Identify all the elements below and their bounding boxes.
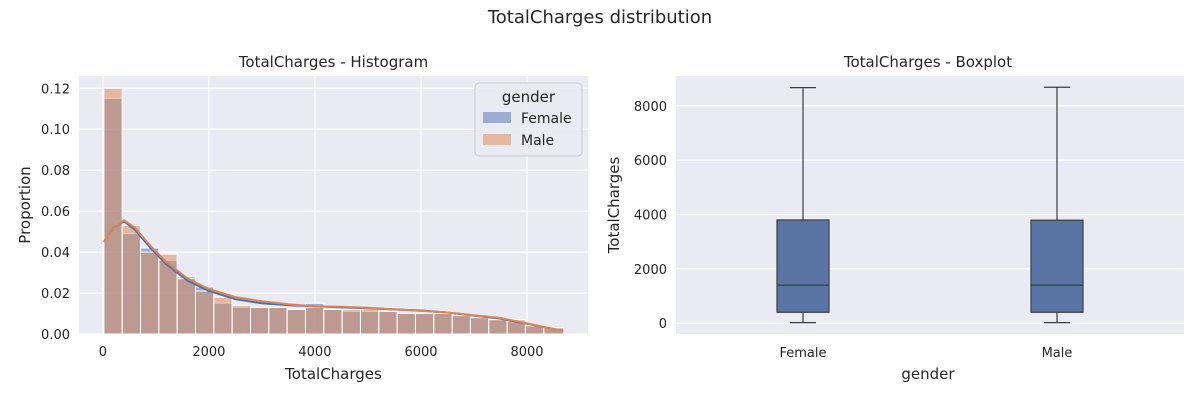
histogram-y-tick-label: 0.06 <box>41 205 70 220</box>
histogram-bar-male <box>213 296 233 335</box>
boxplot-y-ticks: 0 2000 4000 6000 8000 <box>634 100 667 332</box>
histogram-legend: gender Female Male <box>474 82 583 157</box>
histogram-bar-male <box>341 308 361 335</box>
histogram-panel: 0 2000 4000 6000 8000 0.000.020.040.060.080.… <box>16 53 588 383</box>
histogram-bar-male <box>286 308 306 335</box>
histogram-y-axis-label: Proportion <box>16 166 34 243</box>
boxplot-y-tick-label: 8000 <box>634 100 667 115</box>
boxplot-box-female <box>776 219 830 313</box>
histogram-bar-male <box>231 304 251 335</box>
boxplot-y-tick-label: 4000 <box>634 209 667 224</box>
boxplot-y-tick-label: 0 <box>659 317 667 332</box>
histogram-y-tick-label: 0.12 <box>41 82 70 97</box>
histogram-bar-male <box>378 310 398 335</box>
boxplot-y-tick-label: 2000 <box>634 263 667 278</box>
histogram-x-tick-label: 4000 <box>298 345 331 360</box>
histogram-y-tick-label: 0.08 <box>41 164 70 179</box>
histogram-bar-male <box>414 313 435 335</box>
histogram-x-tick-label: 0 <box>99 345 107 360</box>
histogram-bar-male <box>488 319 508 335</box>
histogram-bars <box>103 87 564 335</box>
legend-label-female: Female <box>521 111 572 127</box>
figure-title: TotalCharges distribution <box>487 7 712 28</box>
histogram-bar-male <box>396 313 416 335</box>
boxplot-panel: 0 2000 4000 6000 8000 Female Male TotalCharge… <box>605 53 1184 383</box>
histogram-title: TotalCharges - Histogram <box>238 53 428 71</box>
histogram-x-axis-label: TotalCharges <box>284 365 382 383</box>
boxplot-y-axis-label: TotalCharges <box>605 156 623 254</box>
histogram-bar-male <box>103 87 123 335</box>
histogram-x-ticks: 0 2000 4000 6000 8000 <box>99 345 544 360</box>
histogram-bar-male <box>469 317 490 335</box>
legend-swatch-male <box>483 134 511 145</box>
kde-line-male <box>103 219 564 332</box>
boxplot-plot-area <box>676 76 1184 334</box>
histogram-y-tick-label: 0.02 <box>41 287 70 302</box>
histogram-kde-lines <box>103 219 564 332</box>
boxplot-x-axis-label: gender <box>901 365 955 383</box>
histogram-bar-male <box>451 315 471 335</box>
histogram-bar-male <box>121 224 142 335</box>
histogram-bar-male <box>543 327 564 335</box>
histogram-y-tick-label: 0.10 <box>41 123 70 138</box>
boxplot-y-tick-label: 6000 <box>634 154 667 169</box>
boxplot-gridlines <box>676 105 1184 324</box>
histogram-bar-male <box>140 251 160 335</box>
legend-label-male: Male <box>521 133 554 149</box>
boxplot-box-male <box>1030 219 1084 313</box>
boxplot-title: TotalCharges - Boxplot <box>843 53 1012 71</box>
histogram-bar-male <box>433 313 453 335</box>
legend-title: gender <box>502 88 556 106</box>
boxplot-x-ticks: Female Male <box>779 346 1072 361</box>
histogram-bar-male <box>323 308 343 335</box>
histogram-bar-male <box>249 306 270 335</box>
histogram-y-ticks: 0.00 0.02 0.04 0.06 0.08 0.10 0.12 <box>41 82 70 343</box>
histogram-x-tick-label: 8000 <box>510 345 543 360</box>
histogram-bar-male <box>195 290 215 335</box>
boxplot-x-tick-label: Male <box>1042 346 1073 361</box>
histogram-x-tick-label: 2000 <box>192 345 225 360</box>
boxplot-boxes <box>776 86 1084 324</box>
histogram-bar-male <box>176 278 197 335</box>
boxplot-x-tick-label: Female <box>779 346 826 361</box>
histogram-y-tick-label: 0.00 <box>41 328 70 343</box>
histogram-x-tick-label: 6000 <box>404 345 437 360</box>
histogram-y-tick-label: 0.04 <box>41 246 70 261</box>
histogram-bar-male <box>359 308 380 335</box>
legend-swatch-female <box>483 112 511 123</box>
histogram-bar-male <box>268 306 288 335</box>
histogram-bar-male <box>304 306 325 335</box>
